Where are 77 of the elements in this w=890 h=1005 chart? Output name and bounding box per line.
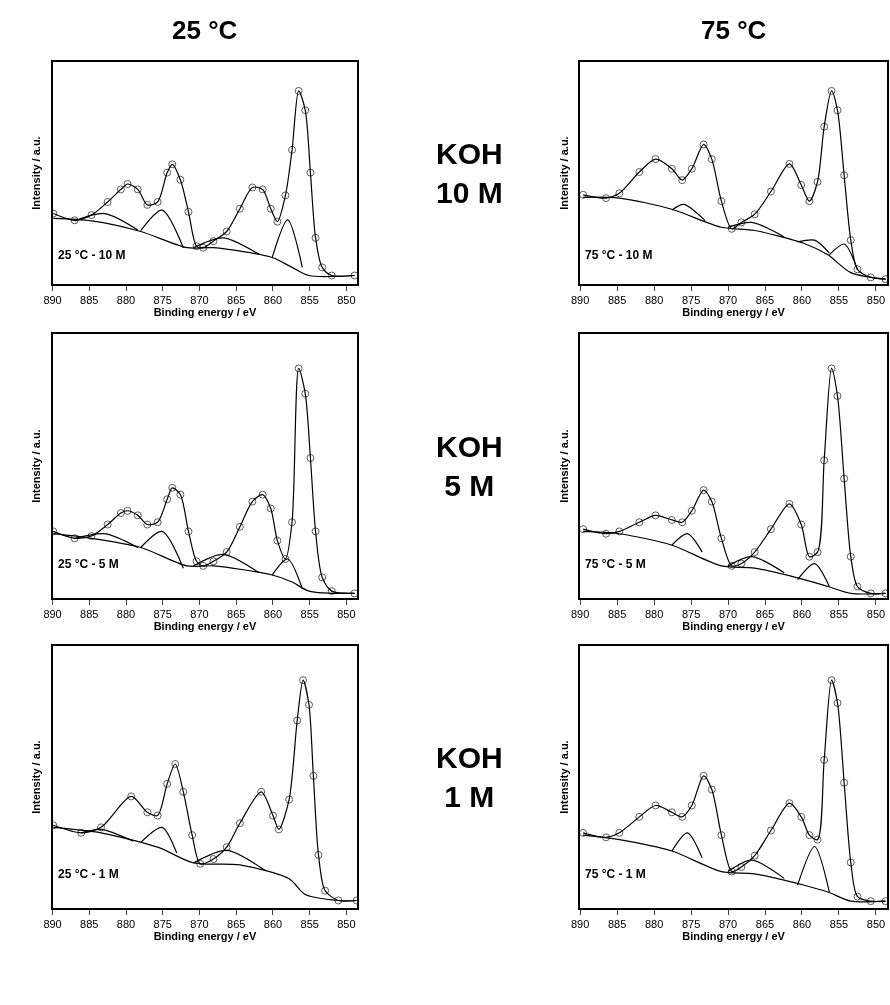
- x-axis-title: Binding energy / eV: [682, 619, 786, 632]
- annotation: 75 °C - 5 M: [585, 557, 646, 571]
- x-axis-title: Binding energy / eV: [682, 929, 786, 942]
- annotation: 75 °C - 10 M: [585, 248, 653, 262]
- x-tick-label: 885: [80, 917, 99, 930]
- y-axis-title: Intensity / a.u.: [557, 429, 570, 503]
- annotation: 75 °C - 1 M: [585, 867, 646, 881]
- x-tick-label: 870: [190, 293, 209, 306]
- y-axis-title: Intensity / a.u.: [29, 429, 42, 503]
- x-tick-label: 860: [792, 607, 812, 620]
- y-axis-title: Intensity / a.u.: [557, 740, 570, 814]
- x-tick-label: 865: [755, 293, 775, 306]
- x-tick-label: 875: [681, 917, 701, 930]
- x-tick-label: 875: [681, 293, 701, 306]
- x-tick-label: 860: [263, 607, 283, 620]
- x-tick-label: 870: [718, 917, 738, 930]
- x-tick-label: 865: [227, 917, 246, 930]
- x-tick-label: 860: [792, 917, 812, 930]
- x-tick-label: 885: [80, 293, 99, 306]
- x-tick-label: 855: [829, 293, 849, 306]
- x-tick-label: 875: [153, 293, 172, 306]
- x-tick-label: 870: [190, 607, 209, 620]
- x-tick-label: 890: [43, 917, 62, 930]
- x-tick-label: 865: [755, 917, 775, 930]
- x-tick-label: 875: [681, 607, 701, 620]
- x-tick-label: 880: [116, 607, 136, 620]
- x-tick-label: 865: [755, 607, 775, 620]
- y-axis-title: Intensity / a.u.: [29, 740, 42, 814]
- x-axis-title: Binding energy / eV: [682, 305, 786, 318]
- x-tick-label: 880: [644, 917, 664, 930]
- x-tick-label: 890: [570, 917, 590, 930]
- chart-title: 25 °C: [172, 15, 238, 45]
- y-axis-title: Intensity / a.u.: [557, 136, 570, 210]
- x-axis-title: Binding energy / eV: [153, 929, 257, 942]
- chart-title: 75 °C: [701, 15, 767, 45]
- x-tick-label: 880: [116, 293, 136, 306]
- x-tick-label: 885: [607, 293, 627, 306]
- annotation: 25 °C - 1 M: [58, 867, 119, 881]
- x-tick-label: 865: [227, 607, 246, 620]
- x-tick-label: 885: [607, 607, 627, 620]
- x-tick-label: 855: [300, 917, 319, 930]
- x-tick-label: 850: [337, 293, 356, 306]
- x-tick-label: 860: [263, 917, 283, 930]
- x-tick-label: 885: [607, 917, 627, 930]
- x-tick-label: 890: [570, 293, 590, 306]
- x-tick-label: 875: [153, 607, 172, 620]
- x-tick-label: 870: [718, 607, 738, 620]
- x-tick-label: 880: [644, 293, 664, 306]
- text: KOH 1 M: [436, 741, 503, 813]
- text: KOH 10 M: [436, 137, 503, 209]
- x-tick-label: 890: [43, 293, 62, 306]
- x-tick-label: 850: [337, 607, 356, 620]
- x-tick-label: 855: [300, 293, 319, 306]
- x-tick-label: 875: [153, 917, 172, 930]
- text: KOH 5 M: [436, 430, 503, 502]
- x-tick-label: 890: [570, 607, 590, 620]
- x-tick-label: 860: [792, 293, 812, 306]
- x-tick-label: 870: [190, 917, 209, 930]
- x-tick-label: 855: [300, 607, 319, 620]
- annotation: 25 °C - 10 M: [58, 248, 126, 262]
- x-tick-label: 865: [227, 293, 246, 306]
- x-tick-label: 870: [718, 293, 738, 306]
- x-tick-label: 890: [43, 607, 62, 620]
- x-tick-label: 855: [829, 917, 849, 930]
- x-axis-title: Binding energy / eV: [153, 619, 257, 632]
- y-axis-title: Intensity / a.u.: [29, 136, 42, 210]
- x-tick-label: 850: [866, 293, 886, 306]
- x-tick-label: 885: [80, 607, 99, 620]
- x-tick-label: 850: [337, 917, 356, 930]
- x-tick-label: 880: [116, 917, 136, 930]
- x-tick-label: 855: [829, 607, 849, 620]
- x-tick-label: 850: [866, 917, 886, 930]
- x-tick-label: 850: [866, 607, 886, 620]
- x-axis-title: Binding energy / eV: [153, 305, 257, 318]
- x-tick-label: 880: [644, 607, 664, 620]
- annotation: 25 °C - 5 M: [58, 557, 119, 571]
- x-tick-label: 860: [263, 293, 283, 306]
